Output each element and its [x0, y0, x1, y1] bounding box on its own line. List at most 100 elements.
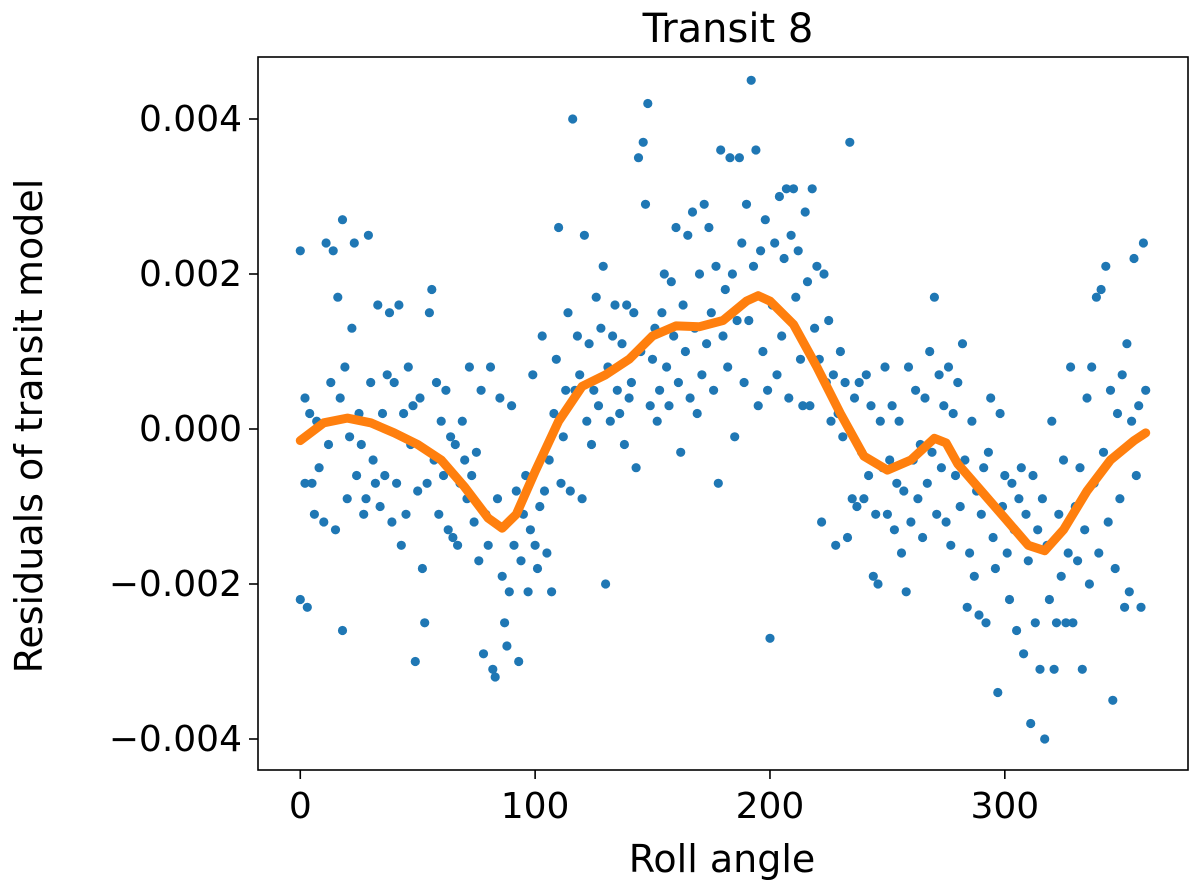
data-point: [1091, 292, 1101, 302]
data-point: [389, 377, 399, 388]
data-point: [934, 370, 944, 380]
data-point: [758, 346, 768, 357]
data-point: [396, 540, 406, 550]
data-point: [598, 261, 608, 271]
data-point: [511, 486, 521, 496]
data-point: [434, 509, 444, 519]
data-point: [1115, 494, 1125, 504]
data-point: [1094, 548, 1104, 558]
data-point: [1054, 509, 1064, 519]
data-point: [453, 540, 463, 550]
data-point: [786, 230, 796, 240]
data-point: [699, 199, 709, 209]
x-tick-label: 100: [501, 786, 570, 827]
data-point: [596, 323, 606, 333]
data-point: [450, 439, 460, 450]
data-point: [666, 277, 676, 287]
data-point: [349, 238, 359, 248]
data-point: [781, 184, 792, 194]
data-point: [932, 509, 942, 519]
data-point: [993, 687, 1003, 698]
data-point: [730, 432, 740, 442]
data-point: [882, 509, 893, 519]
data-point: [685, 393, 695, 403]
data-point: [502, 641, 512, 651]
data-point: [624, 393, 634, 403]
data-point: [295, 246, 305, 256]
data-point: [392, 478, 402, 488]
data-point: [828, 370, 839, 380]
data-point: [662, 362, 672, 372]
data-point: [610, 300, 620, 310]
data-point: [760, 215, 770, 225]
data-point: [962, 602, 972, 612]
data-point: [1056, 571, 1066, 581]
x-tick-label: 200: [736, 786, 805, 827]
data-point: [864, 470, 874, 481]
data-point: [911, 385, 921, 395]
data-point: [920, 393, 930, 403]
data-point: [739, 377, 749, 388]
data-point: [1014, 494, 1024, 504]
data-point: [314, 463, 324, 473]
data-point: [784, 393, 794, 403]
data-point: [295, 594, 305, 605]
data-point: [1080, 525, 1090, 535]
data-point: [988, 532, 998, 543]
data-point: [943, 362, 954, 372]
data-point: [300, 478, 310, 488]
data-point: [899, 486, 909, 496]
data-point: [504, 587, 514, 597]
data-point: [441, 385, 451, 395]
data-point: [1127, 416, 1137, 426]
data-point: [746, 75, 756, 85]
data-point: [835, 346, 846, 357]
data-point: [906, 517, 916, 527]
data-point: [948, 408, 958, 419]
data-point: [446, 432, 456, 442]
data-point: [1000, 470, 1010, 481]
data-point: [756, 246, 766, 256]
data-point: [1044, 594, 1054, 605]
data-point: [643, 98, 653, 109]
data-point: [309, 509, 319, 519]
data-point: [601, 579, 611, 589]
data-point: [957, 339, 968, 349]
data-point: [918, 532, 928, 543]
data-point: [1047, 416, 1057, 426]
y-tick-label: 0.000: [139, 409, 242, 450]
data-point: [1122, 339, 1132, 349]
data-point: [579, 230, 590, 240]
data-point: [619, 439, 630, 450]
data-point: [532, 563, 543, 574]
data-point: [1096, 284, 1106, 295]
data-point: [431, 377, 442, 388]
data-point: [539, 486, 550, 496]
scatter-points: [295, 75, 1151, 744]
data-point: [382, 370, 392, 380]
data-point: [530, 540, 540, 550]
data-point: [1037, 494, 1047, 504]
data-point: [1138, 238, 1148, 248]
y-axis-title: Residuals of transit model: [7, 179, 51, 674]
data-point: [687, 207, 698, 217]
data-point: [983, 447, 994, 457]
data-point: [664, 401, 674, 411]
data-point: [718, 331, 728, 341]
data-point: [824, 315, 834, 326]
data-point: [319, 517, 329, 527]
data-point: [356, 439, 366, 450]
data-point: [556, 478, 566, 488]
data-point: [612, 385, 622, 395]
data-point: [415, 393, 425, 403]
data-point: [474, 556, 484, 566]
data-point: [955, 501, 965, 512]
data-point: [1129, 253, 1139, 264]
data-point: [765, 633, 775, 643]
data-point: [673, 377, 684, 388]
data-point: [753, 401, 763, 411]
data-point: [492, 494, 503, 504]
data-point: [647, 354, 658, 364]
data-point: [774, 191, 785, 202]
